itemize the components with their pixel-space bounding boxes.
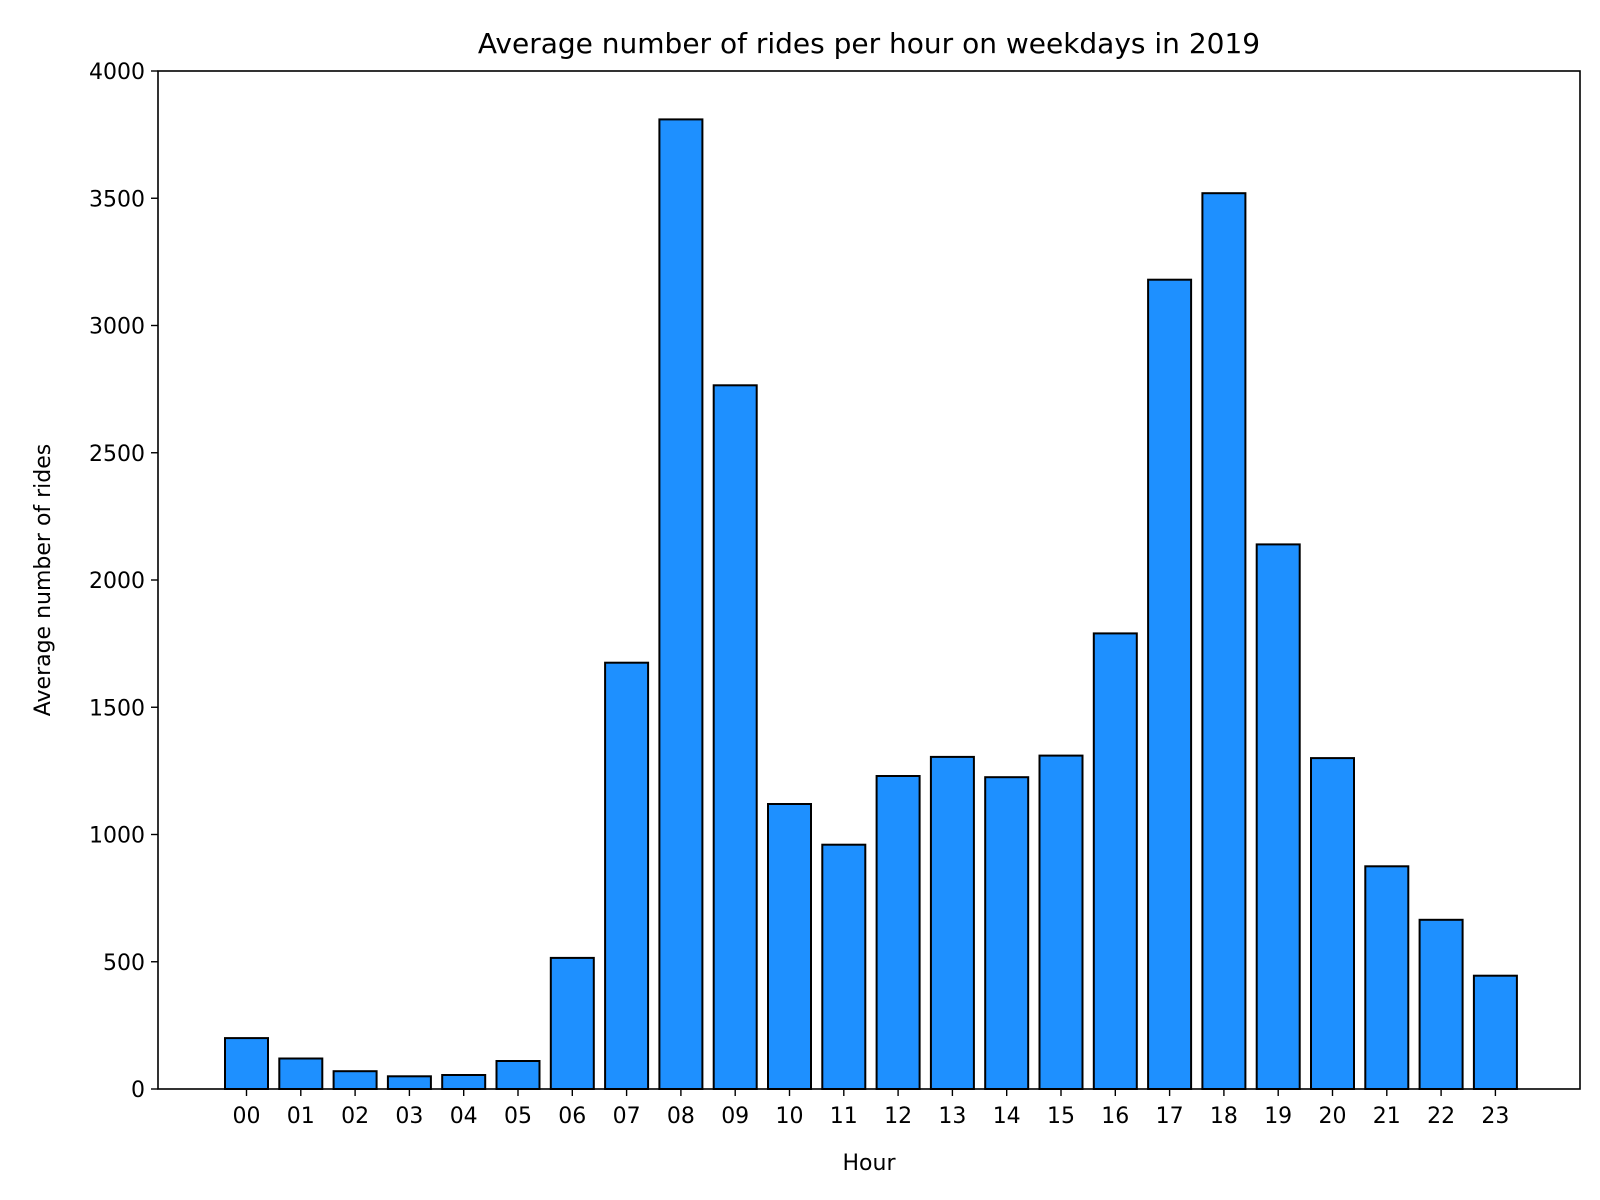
plot-frame bbox=[157, 70, 1581, 1090]
x-tick-label: 14 bbox=[993, 1104, 1021, 1129]
bar-01 bbox=[278, 1057, 324, 1090]
y-axis-ticks: 0 500 1000 1500 2000 2500 3000 3500 4000 bbox=[89, 60, 158, 1103]
bar-14 bbox=[984, 776, 1030, 1090]
bar-23 bbox=[1472, 974, 1518, 1091]
bar-15 bbox=[1038, 754, 1084, 1090]
y-tick-label: 1500 bbox=[89, 696, 145, 721]
x-tick-label: 02 bbox=[341, 1104, 369, 1129]
bar-02 bbox=[332, 1070, 378, 1090]
bar-09 bbox=[712, 384, 758, 1090]
x-tick-label: 05 bbox=[504, 1104, 532, 1129]
x-tick-label: 18 bbox=[1210, 1104, 1238, 1129]
x-tick-label: 08 bbox=[667, 1104, 695, 1129]
x-tick-label: 00 bbox=[233, 1104, 261, 1129]
bar-17 bbox=[1147, 278, 1193, 1090]
bar-07 bbox=[604, 661, 650, 1090]
x-tick-label: 01 bbox=[287, 1104, 315, 1129]
x-tick-label: 22 bbox=[1427, 1104, 1455, 1129]
x-tick-label: 10 bbox=[776, 1104, 804, 1129]
bar-16 bbox=[1092, 632, 1138, 1091]
y-tick-label: 0 bbox=[131, 1078, 145, 1103]
x-tick-label: 04 bbox=[450, 1104, 478, 1129]
bar-18 bbox=[1201, 192, 1247, 1090]
x-tick-label: 17 bbox=[1156, 1104, 1184, 1129]
x-tick-label: 20 bbox=[1319, 1104, 1347, 1129]
bar-19 bbox=[1255, 543, 1301, 1090]
x-tick-label: 15 bbox=[1047, 1104, 1075, 1129]
x-tick-label: 11 bbox=[830, 1104, 858, 1129]
y-tick-label: 2500 bbox=[89, 442, 145, 467]
chart-title: Average number of rides per hour on week… bbox=[478, 27, 1260, 60]
bar-05 bbox=[495, 1060, 541, 1090]
bar-04 bbox=[441, 1074, 487, 1090]
bar-20 bbox=[1310, 757, 1355, 1090]
bar-06 bbox=[549, 956, 595, 1091]
x-tick-label: 03 bbox=[395, 1104, 423, 1129]
y-tick-label: 3000 bbox=[89, 315, 145, 340]
y-tick-label: 2000 bbox=[89, 569, 145, 594]
x-tick-label: 23 bbox=[1481, 1104, 1509, 1129]
bar-21 bbox=[1364, 865, 1410, 1090]
bar-22 bbox=[1418, 918, 1464, 1090]
x-tick-label: 19 bbox=[1264, 1104, 1292, 1129]
bar-13 bbox=[929, 755, 975, 1091]
y-axis-label: Average number of rides bbox=[31, 444, 56, 717]
x-tick-label: 06 bbox=[558, 1104, 586, 1129]
x-axis-ticks: 00 01 02 03 04 05 06 07 08 09 10 11 12 13 14 15 16 17 18 19… bbox=[233, 1089, 1509, 1129]
bar-10 bbox=[767, 803, 812, 1090]
x-tick-label: 13 bbox=[938, 1104, 966, 1129]
x-tick-label: 16 bbox=[1101, 1104, 1129, 1129]
bar-00 bbox=[224, 1037, 269, 1090]
y-tick-label: 500 bbox=[103, 951, 145, 976]
y-tick-label: 3500 bbox=[89, 187, 145, 212]
bar-11 bbox=[821, 843, 867, 1091]
bar-12 bbox=[875, 775, 921, 1090]
bar-03 bbox=[386, 1075, 432, 1091]
x-tick-label: 07 bbox=[613, 1104, 641, 1129]
x-axis-label: Hour bbox=[843, 1151, 897, 1176]
x-tick-label: 21 bbox=[1373, 1104, 1401, 1129]
y-tick-label: 1000 bbox=[89, 824, 145, 849]
y-tick-label: 4000 bbox=[89, 60, 145, 85]
x-tick-label: 12 bbox=[884, 1104, 912, 1129]
x-tick-label: 09 bbox=[721, 1104, 749, 1129]
bars-group bbox=[224, 118, 1518, 1091]
bar-08 bbox=[658, 118, 704, 1090]
